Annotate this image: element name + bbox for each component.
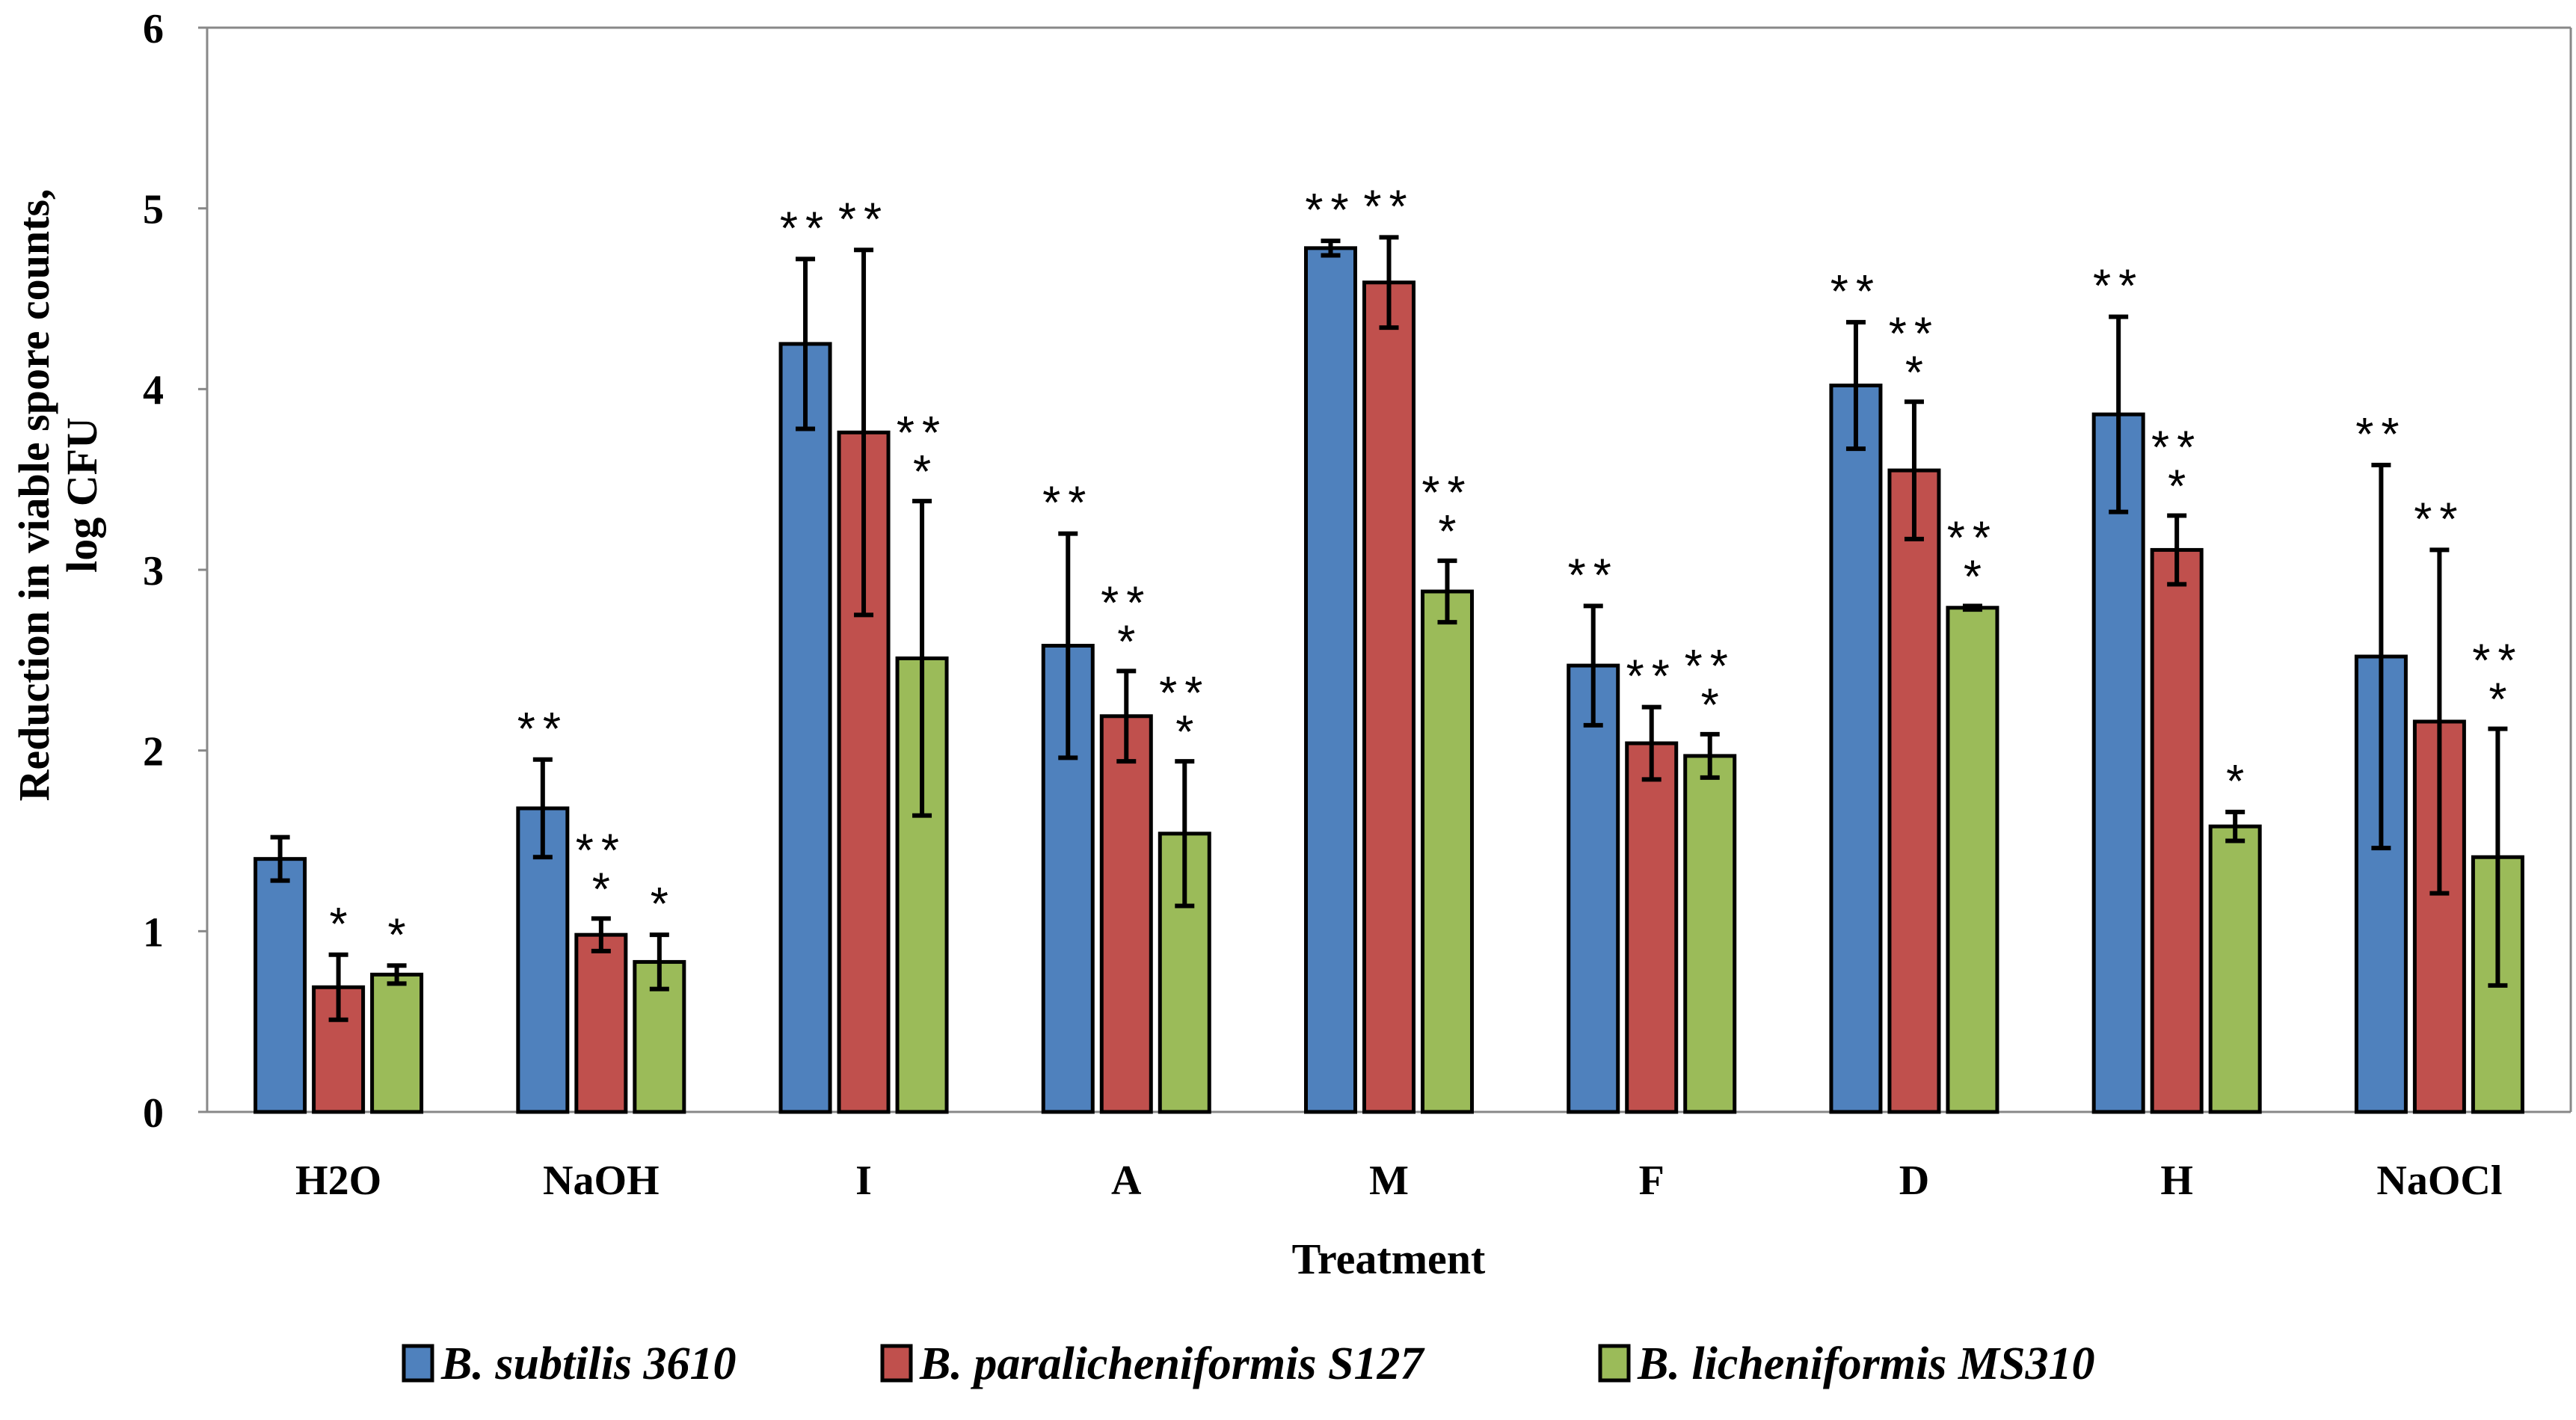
significance-marker: * <box>651 879 668 930</box>
significance-marker: ** <box>1889 308 1940 360</box>
significance-marker: ** <box>1830 266 1881 318</box>
x-tick-label: H2O <box>295 1158 381 1204</box>
significance-marker: * <box>1964 551 1982 603</box>
x-tick-label: M <box>1369 1158 1409 1204</box>
significance-marker: ** <box>1421 467 1472 519</box>
legend: B. subtilis 3610 B. paralicheniformis S12… <box>402 1338 2095 1389</box>
significance-marker: * <box>388 909 406 961</box>
bar <box>2091 412 2145 1114</box>
legend-label: B. paralicheniformis S127 <box>919 1338 1425 1389</box>
significance-marker: * <box>913 446 931 498</box>
significance-marker: * <box>1175 707 1193 758</box>
significance-marker: ** <box>2093 261 2144 313</box>
bar <box>370 972 424 1114</box>
y-tick-label: 1 <box>143 909 164 956</box>
significance-marker: ** <box>2355 409 2406 461</box>
significance-marker: ** <box>1159 668 1210 719</box>
bar <box>2208 824 2262 1114</box>
significance-marker: * <box>2226 756 2244 808</box>
significance-marker: ** <box>1363 181 1414 233</box>
y-tick-label: 0 <box>143 1090 164 1137</box>
bar <box>1421 589 1474 1114</box>
bar <box>253 857 307 1114</box>
x-tick-label: NaOCl <box>2376 1158 2502 1204</box>
significance-marker: ** <box>2472 636 2523 687</box>
bars <box>253 246 2524 1114</box>
significance-marker: ** <box>1568 550 1619 601</box>
bar <box>778 342 832 1114</box>
legend-label: B. licheniformis MS310 <box>1637 1338 2095 1389</box>
significance-marker: * <box>330 899 348 950</box>
x-tick-label: NaOH <box>543 1158 660 1204</box>
x-tick-label: D <box>1899 1158 1929 1204</box>
significance-marker: ** <box>1685 641 1736 692</box>
y-tick-label: 3 <box>143 548 164 594</box>
bar <box>574 932 628 1114</box>
legend-swatch <box>880 1344 913 1383</box>
x-tick-labels: H2O NaOH I A M F D H NaOCl <box>295 1158 2502 1204</box>
y-axis-title-line-1: Reduction in viable spore counts, <box>10 188 58 801</box>
significance-marker: ** <box>517 704 568 755</box>
significance-marker: ** <box>838 194 889 245</box>
legend-label: B. subtilis 3610 <box>440 1338 737 1389</box>
bar <box>1567 663 1620 1114</box>
bar <box>1304 246 1357 1114</box>
x-tick-label: A <box>1111 1158 1142 1204</box>
significance-marker: * <box>592 864 610 915</box>
significance-marker: * <box>1701 680 1719 731</box>
x-axis-title: Treatment <box>1292 1235 1486 1283</box>
bar <box>1887 468 1941 1114</box>
significance-marker: * <box>2489 674 2506 726</box>
significance-marker: * <box>1438 506 1456 558</box>
legend-swatch <box>402 1344 434 1383</box>
significance-marker: ** <box>897 408 947 459</box>
bar <box>1099 714 1153 1114</box>
bar <box>1946 606 1999 1114</box>
significance-marker: * <box>2168 461 2186 513</box>
y-tick-labels: 0 1 2 3 4 5 6 <box>143 6 207 1137</box>
x-tick-label: H <box>2160 1158 2193 1204</box>
significance-marker: * <box>1117 616 1135 668</box>
y-tick-label: 4 <box>143 367 164 414</box>
significance-marker: ** <box>576 825 627 876</box>
bar <box>1625 741 1679 1114</box>
significance-annotations: * ****** *** *************** ********* ******… <box>330 181 2523 961</box>
y-tick-label: 6 <box>143 6 164 52</box>
y-tick-label: 2 <box>143 729 164 775</box>
legend-swatch <box>1598 1344 1631 1383</box>
error-bars <box>270 235 2508 1022</box>
significance-marker: ** <box>1626 651 1677 703</box>
y-tick-label: 5 <box>143 187 164 233</box>
y-axis-title-line-2: log CFU <box>58 417 106 573</box>
bar <box>1683 754 1737 1114</box>
significance-marker: ** <box>2151 422 2202 474</box>
x-tick-label: F <box>1639 1158 1664 1204</box>
significance-marker: ** <box>780 203 831 254</box>
significance-marker: ** <box>1101 577 1152 629</box>
x-tick-label: I <box>855 1158 872 1204</box>
significance-marker: ** <box>1042 478 1093 529</box>
bar <box>1362 280 1415 1114</box>
bar <box>2150 547 2204 1114</box>
significance-marker: ** <box>2414 494 2465 545</box>
significance-marker: * <box>1905 347 1923 399</box>
y-axis-title: Reduction in viable spore counts, log CF… <box>10 188 106 801</box>
bar <box>1829 384 1883 1114</box>
significance-marker: ** <box>1305 185 1356 236</box>
significance-marker: ** <box>1947 512 1998 564</box>
